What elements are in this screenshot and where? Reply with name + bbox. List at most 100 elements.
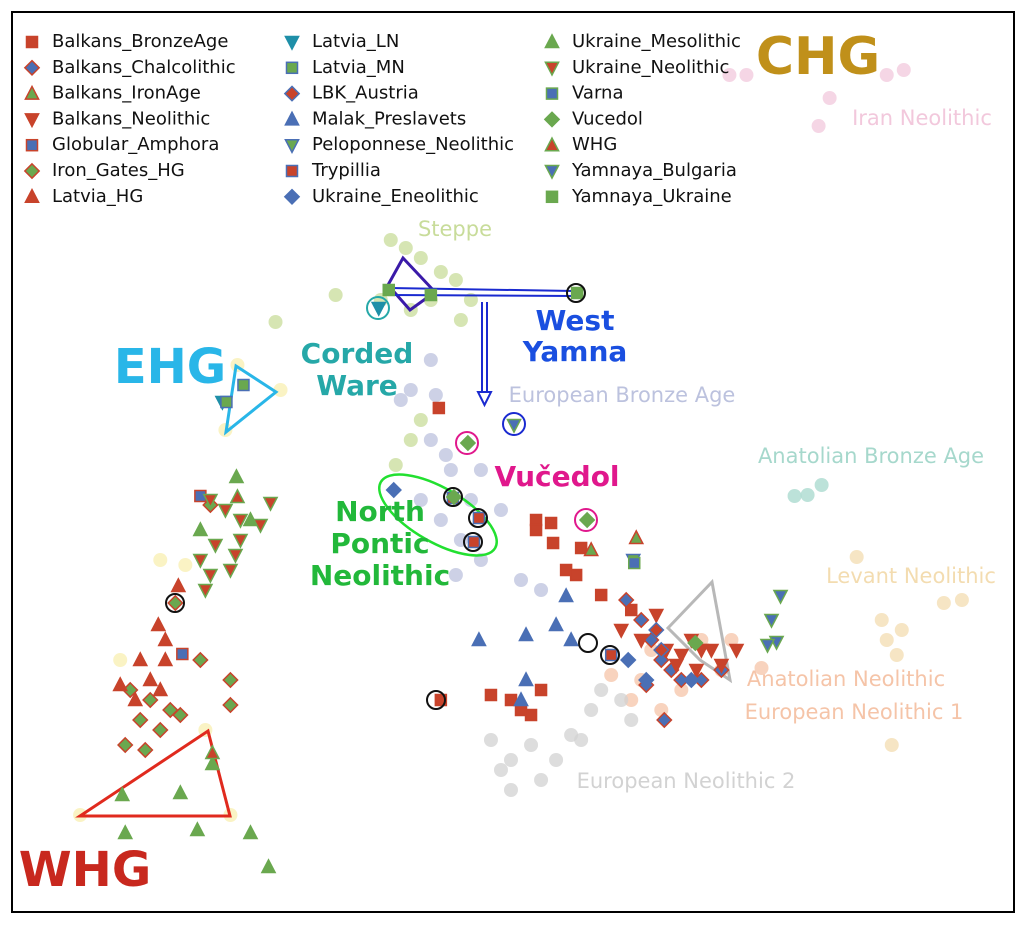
cluster-point [534,773,549,787]
data-point [713,658,730,674]
cluster-point [503,753,518,767]
cluster-point [423,433,438,447]
data-point [117,736,134,754]
annotation: Ware [316,369,398,402]
data-point [518,626,534,642]
legend-label: Latvia_MN [312,57,405,78]
legend-marker [284,138,300,154]
legend-label: LBK_Austria [312,83,419,104]
data-point [574,541,588,555]
cluster-point [473,463,488,477]
legend-marker [284,110,300,126]
data-point [207,538,224,554]
cluster-point [884,738,899,752]
data-point [638,671,655,689]
highlight [366,296,390,320]
data-point [687,634,704,652]
data-point [132,711,149,729]
cluster-point [268,315,283,329]
cluster-label: Levant Neolithic [826,564,996,588]
annotation: North [335,495,425,528]
data-point [518,671,534,687]
data-point [656,711,673,729]
cluster-point [811,119,826,133]
data-point [132,651,149,667]
highlight [165,593,185,613]
highlight [578,633,598,653]
arrow-line [389,287,575,292]
cluster-point [954,593,969,607]
cluster-point [754,661,769,675]
data-point [563,631,579,647]
legend-marker [284,35,300,51]
cluster-label: European Bronze Age [509,383,736,407]
data-point [524,708,538,722]
annotation: WHG [19,842,152,898]
data-point [142,691,159,709]
cluster-point [413,493,428,507]
legend-label: Globular_Amphora [52,134,219,155]
data-point [445,488,463,506]
data-point [648,621,665,639]
data-point [176,647,189,661]
cluster-point [463,293,478,307]
legend-marker [23,59,41,77]
legend-label: Balkans_Neolithic [52,108,210,129]
data-point [594,588,608,602]
highlight [426,690,446,710]
cluster-point [178,558,193,572]
data-point [620,651,637,669]
data-point [202,568,219,584]
legend-marker [24,188,40,204]
data-point [220,395,233,409]
legend-marker [283,188,301,206]
cluster-point [438,448,453,462]
data-point [142,671,159,687]
cluster-point [403,383,418,397]
data-point [170,577,187,593]
data-point [204,755,221,771]
cluster-point [624,693,639,707]
legend-marker [25,35,39,49]
data-point [628,529,645,545]
data-point [370,301,387,317]
cluster-point [423,353,438,367]
highlight [600,645,620,665]
cluster-point [787,489,802,503]
data-point [152,721,169,739]
data-point [633,633,650,649]
cluster-point [739,68,754,82]
cluster-point [814,478,829,492]
arrow-line [389,294,575,297]
data-point [192,651,209,669]
data-point [172,784,189,800]
data-point [229,488,246,504]
data-point [673,648,690,664]
whg-triangle [75,728,232,818]
legend-label: Trypillia [311,160,381,181]
legend-marker [285,164,299,178]
cluster-point [483,733,498,747]
data-point [237,378,250,392]
data-point [228,468,245,484]
cluster-point [800,488,815,502]
legend-label: Peloponnese_Neolithic [312,134,514,155]
cluster-point [503,783,518,797]
cluster-point [273,383,288,397]
data-point [627,556,641,570]
data-point [202,493,219,509]
legend-marker [285,61,299,75]
data-point [222,563,239,579]
legend-label: Vucedol [572,108,643,129]
data-point [192,553,209,569]
data-point [172,706,189,724]
data-point [653,641,670,659]
cluster-point [722,68,737,82]
highlight [468,508,488,528]
cluster-point [874,613,889,627]
cluster-label: European Neolithic 1 [745,700,964,724]
data-point [157,631,174,647]
cluster-point [614,693,629,707]
cluster-point [403,433,418,447]
